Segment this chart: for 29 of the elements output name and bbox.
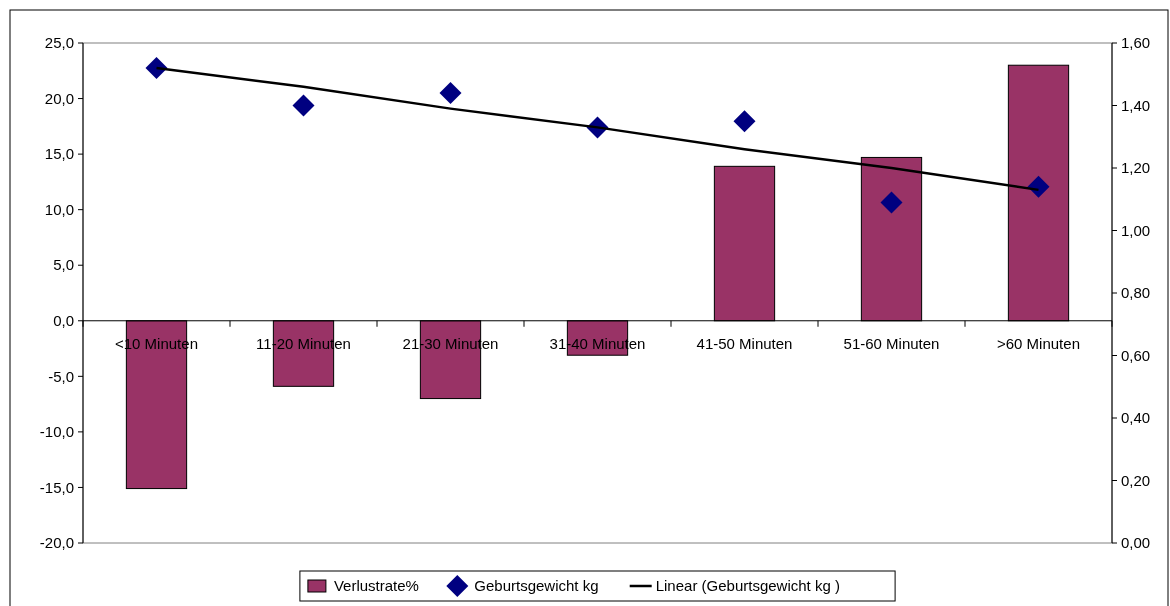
legend-label: Geburtsgewicht kg: [474, 577, 599, 595]
y-tick-label: 10,0: [44, 200, 74, 218]
point: [292, 94, 315, 117]
x-tick-label: 41-50 Minuten: [696, 334, 793, 352]
y-tick-label: 25,0: [44, 34, 74, 52]
point: [880, 191, 903, 214]
y-tick-label: 0,0: [53, 312, 74, 330]
y-tick-label: 15,0: [44, 145, 74, 163]
y-tick-label: -15,0: [39, 478, 74, 496]
point: [439, 82, 462, 104]
y2-tick-label: 0,00: [1121, 534, 1151, 552]
y2-tick-label: 0,40: [1121, 409, 1151, 427]
point: [733, 110, 756, 133]
y2-tick-label: 0,60: [1121, 346, 1151, 364]
y2-tick-label: 1,20: [1121, 159, 1151, 177]
legend-label: Linear (Geburtsgewicht kg ): [655, 577, 840, 595]
y2-tick-label: 0,80: [1121, 284, 1151, 302]
y2-tick-label: 1,60: [1121, 34, 1151, 52]
y-tick-label: 5,0: [53, 256, 74, 274]
y-tick-label: -10,0: [39, 423, 74, 441]
x-tick-label: >60 Minuten: [997, 334, 1080, 352]
y2-tick-label: 1,40: [1121, 96, 1151, 114]
x-tick-label: 51-60 Minuten: [843, 334, 940, 352]
y-tick-label: -5,0: [48, 367, 74, 385]
y-tick-label: -20,0: [39, 534, 74, 552]
y2-tick-label: 0,20: [1121, 471, 1151, 489]
y2-tick-label: 1,00: [1121, 221, 1151, 239]
legend-label: Verlustrate%: [333, 577, 419, 595]
y-tick-label: 20,0: [44, 89, 74, 107]
